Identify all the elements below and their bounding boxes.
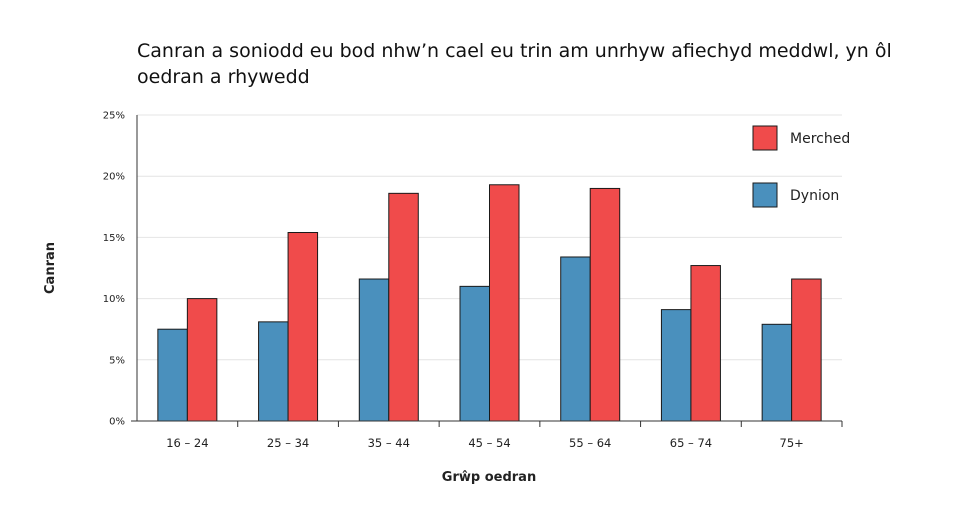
- y-tick-label: 5%: [109, 355, 125, 366]
- x-tick-label: 55 – 64: [569, 436, 611, 450]
- bar-merched: [489, 184, 520, 422]
- y-tick-label: 10%: [103, 294, 125, 305]
- y-tick-label: 20%: [103, 172, 125, 183]
- bar-merched: [388, 192, 419, 422]
- y-tick-label: 0%: [109, 417, 125, 428]
- bar-dynion: [358, 278, 390, 422]
- bar-merched: [186, 298, 218, 422]
- bar-dynion: [459, 285, 490, 422]
- x-axis-title: Grŵp oedran: [442, 470, 536, 485]
- bar-dynion: [660, 309, 692, 422]
- legend: Merched Dynion: [752, 125, 850, 208]
- legend-swatch-merched: [752, 125, 778, 151]
- bar-dynion: [761, 323, 793, 422]
- axes: [131, 115, 843, 427]
- x-tick-label: 35 – 44: [368, 436, 410, 450]
- legend-label-merched: Merched: [790, 131, 850, 147]
- bar-merched: [287, 232, 319, 422]
- x-tick-label: 65 – 74: [670, 436, 712, 450]
- x-tick-label: 75+: [780, 436, 804, 450]
- bar-dynion: [157, 328, 188, 422]
- y-tick-labels: 0% 5% 10% 15% 20% 25%: [103, 111, 125, 428]
- bar-dynion: [560, 256, 591, 422]
- x-tick-label: 45 – 54: [468, 436, 510, 450]
- bar-merched: [589, 187, 621, 422]
- y-axis-title: Canran: [43, 242, 58, 294]
- bar-merched: [791, 278, 822, 422]
- x-tick-labels: 16 – 24 25 – 34 35 – 44 45 – 54 55 – 64 65 – …: [166, 436, 804, 450]
- bar-merched: [690, 265, 721, 422]
- bars: [157, 184, 822, 422]
- y-tick-label: 25%: [103, 111, 125, 122]
- y-tick-label: 15%: [103, 233, 125, 244]
- legend-swatch-dynion: [752, 182, 778, 208]
- chart-title: Canran a soniodd eu bod nhw’n cael eu tr…: [137, 40, 892, 88]
- legend-label-dynion: Dynion: [790, 188, 839, 204]
- bar-dynion: [258, 321, 289, 422]
- x-tick-label: 25 – 34: [267, 436, 309, 450]
- x-tick-label: 16 – 24: [166, 436, 208, 450]
